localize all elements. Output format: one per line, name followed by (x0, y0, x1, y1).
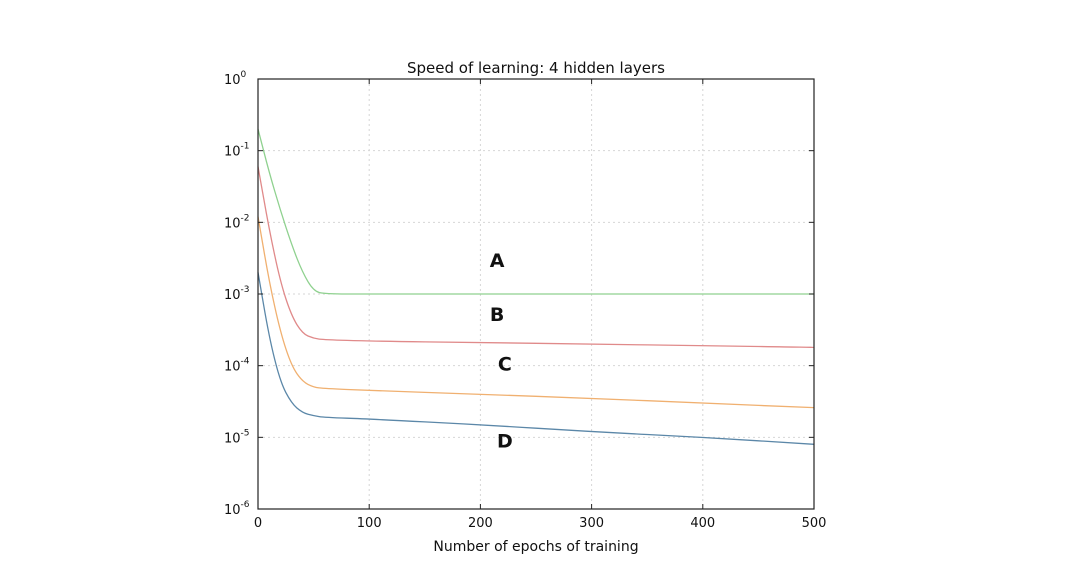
axis-ticks: 0 100 200 300 400 500 100 10-1 10-2 10-3 10-4 10-5 1… (224, 70, 826, 531)
x-tick-label: 300 (579, 516, 604, 531)
series-line-c (257, 216, 815, 409)
x-tick-label: 0 (254, 516, 262, 531)
x-tick-label: 100 (357, 516, 382, 531)
y-tick-label: 10-5 (224, 428, 250, 446)
chart-title: Speed of learning: 4 hidden layers (407, 59, 665, 77)
y-tick-label: 10-3 (224, 285, 250, 303)
y-tick-label: 10-1 (224, 142, 250, 160)
y-tick-label: 100 (224, 70, 247, 88)
x-axis-label: Number of epochs of training (433, 539, 638, 555)
series-annotations: A B C D (490, 250, 513, 453)
series-annotation-c: C (498, 354, 512, 376)
series-line-d (257, 272, 815, 445)
y-tick-label: 10-2 (224, 213, 250, 231)
series-line-a (257, 128, 814, 295)
x-tick-label: 200 (468, 516, 493, 531)
y-tick-label: 10-6 (224, 500, 250, 518)
series-annotation-d: D (497, 431, 513, 453)
series-lines (257, 128, 815, 445)
series-annotation-b: B (490, 304, 504, 326)
x-tick-label: 500 (802, 516, 827, 531)
y-tick-label: 10-4 (224, 357, 250, 375)
x-tick-label: 400 (690, 516, 715, 531)
series-line-b (257, 166, 815, 349)
series-annotation-a: A (490, 250, 505, 272)
